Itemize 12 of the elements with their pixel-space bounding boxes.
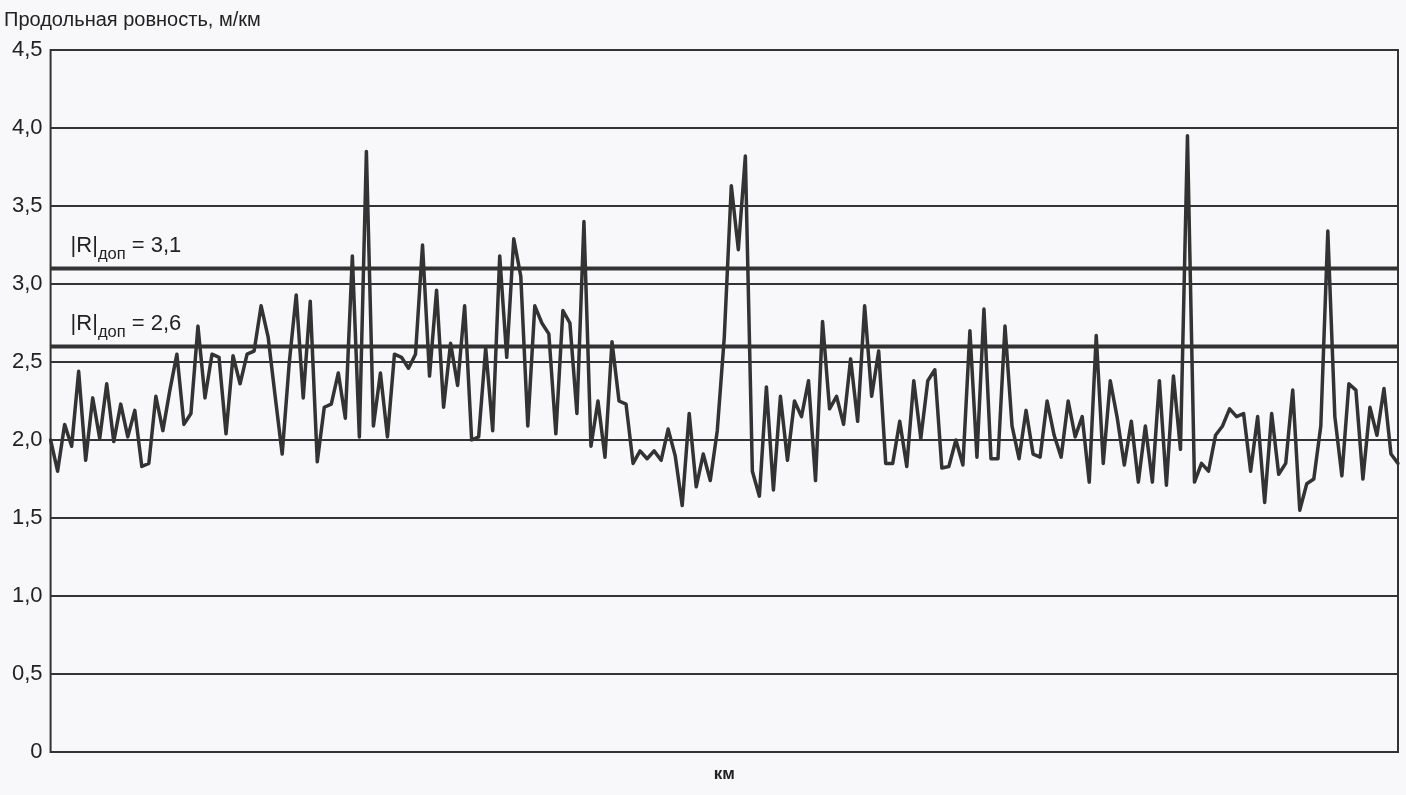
- y-tick-label: 1,0: [11, 582, 43, 608]
- y-tick-label: 2,5: [11, 348, 43, 374]
- x-axis-title: км: [713, 764, 735, 784]
- y-tick-label: 0,5: [11, 660, 43, 686]
- y-tick-label: 4,0: [11, 114, 43, 140]
- y-tick-label: 3,5: [11, 192, 43, 218]
- y-tick-label: 3,0: [11, 270, 43, 296]
- y-tick-label: 4,5: [11, 36, 43, 62]
- y-axis-title: Продольная ровность, м/км: [4, 7, 261, 30]
- y-tick-label: 2,0: [11, 426, 43, 452]
- y-tick-label: 1,5: [11, 504, 43, 530]
- y-tick-label: 0: [30, 738, 43, 764]
